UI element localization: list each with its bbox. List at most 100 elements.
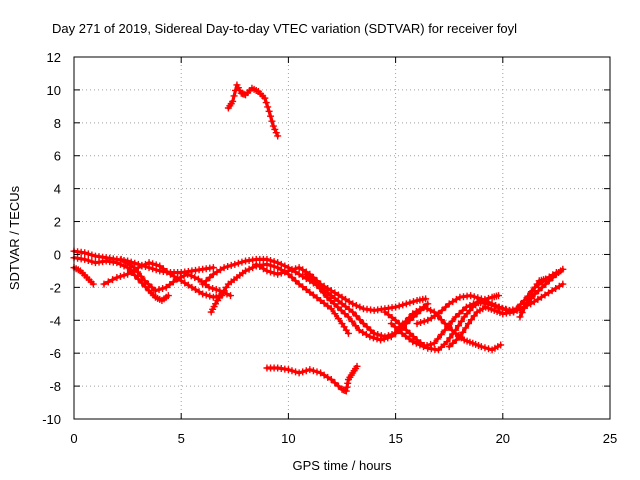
data-point xyxy=(269,122,277,130)
data-point xyxy=(141,277,149,285)
data-point xyxy=(152,261,160,269)
data-point xyxy=(181,279,189,287)
data-point xyxy=(199,280,207,288)
data-point xyxy=(230,92,238,100)
data-point xyxy=(331,310,339,318)
data-point xyxy=(419,303,427,311)
data-point xyxy=(330,300,338,308)
data-point xyxy=(520,304,528,312)
data-point xyxy=(320,299,328,307)
series-sat-c xyxy=(70,254,172,305)
data-point xyxy=(387,320,395,328)
y-tick-label: 8 xyxy=(54,116,61,131)
data-point xyxy=(542,275,550,283)
data-point xyxy=(541,291,549,299)
data-point xyxy=(137,272,145,280)
data-point xyxy=(334,382,342,390)
data-point xyxy=(377,336,385,344)
data-point xyxy=(212,286,220,294)
data-point xyxy=(268,117,276,125)
data-point xyxy=(324,373,332,381)
data-point xyxy=(384,334,392,342)
data-point xyxy=(124,270,132,278)
data-point xyxy=(227,261,235,269)
data-point xyxy=(370,329,378,337)
data-point xyxy=(395,320,403,328)
data-point xyxy=(353,362,361,370)
data-point xyxy=(352,301,360,309)
data-point xyxy=(191,273,199,281)
data-point xyxy=(206,292,214,300)
data-point xyxy=(434,335,442,343)
data-point xyxy=(295,270,303,278)
data-point xyxy=(166,270,174,278)
data-point xyxy=(427,314,435,322)
data-point xyxy=(202,291,210,299)
data-point xyxy=(420,317,428,325)
data-point xyxy=(131,259,139,267)
data-point xyxy=(209,284,217,292)
data-point xyxy=(537,293,545,301)
data-point xyxy=(424,316,432,324)
data-point xyxy=(327,305,335,313)
data-point xyxy=(424,300,432,308)
data-point xyxy=(164,292,172,300)
data-point xyxy=(399,323,407,331)
data-point xyxy=(331,379,339,387)
x-axis-label: GPS time / hours xyxy=(293,458,392,473)
data-point xyxy=(466,301,474,309)
data-point xyxy=(334,315,342,323)
data-point xyxy=(495,303,503,311)
data-point xyxy=(213,268,221,276)
data-point xyxy=(409,333,417,341)
series-sat-f xyxy=(207,260,352,337)
y-tick-label: 2 xyxy=(54,215,61,230)
data-point xyxy=(559,265,567,273)
data-point xyxy=(159,284,167,292)
data-point xyxy=(320,371,328,379)
data-point xyxy=(149,260,157,268)
data-point xyxy=(456,333,464,341)
data-point xyxy=(274,270,282,278)
data-point xyxy=(229,97,237,105)
data-point xyxy=(231,260,239,268)
data-point xyxy=(445,343,453,351)
data-point xyxy=(169,278,177,286)
data-point xyxy=(267,256,275,264)
data-point xyxy=(342,303,350,311)
data-point xyxy=(477,343,485,351)
data-point xyxy=(100,280,108,288)
data-point xyxy=(459,306,467,314)
data-point xyxy=(477,295,485,303)
y-tick-label: 0 xyxy=(54,247,61,262)
data-point xyxy=(295,264,303,272)
data-point xyxy=(194,275,202,283)
x-tick-label: 10 xyxy=(281,431,295,446)
data-point xyxy=(323,293,331,301)
data-point xyxy=(313,368,321,376)
data-point xyxy=(249,264,257,272)
data-point xyxy=(259,265,267,273)
data-point xyxy=(270,258,278,266)
data-point xyxy=(187,272,195,280)
data-point xyxy=(469,300,477,308)
data-point xyxy=(288,367,296,375)
data-point xyxy=(104,278,112,286)
data-point xyxy=(434,310,442,318)
data-point xyxy=(144,280,152,288)
data-point xyxy=(369,334,377,342)
data-point xyxy=(299,283,307,291)
series-sat-low xyxy=(263,362,361,395)
data-point xyxy=(184,270,192,278)
data-point xyxy=(442,303,450,311)
data-point xyxy=(242,267,250,275)
data-point xyxy=(481,297,489,305)
data-point xyxy=(412,339,420,347)
data-point xyxy=(88,258,96,266)
data-point xyxy=(545,273,553,281)
chart-title: Day 271 of 2019, Sidereal Day-to-day VTE… xyxy=(52,21,517,36)
data-point xyxy=(427,340,435,348)
y-tick-label: -6 xyxy=(49,346,61,361)
data-point xyxy=(116,260,124,268)
grid xyxy=(74,57,610,419)
